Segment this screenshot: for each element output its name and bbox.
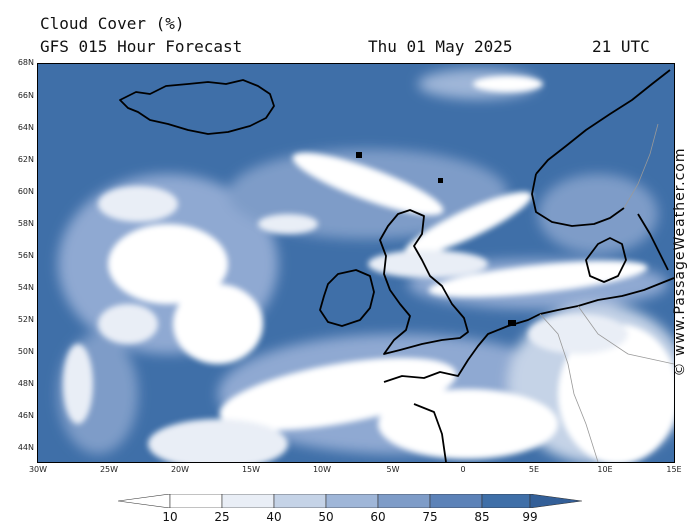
- chart-title: Cloud Cover (%): [40, 14, 185, 33]
- lon-label: 15E: [666, 465, 682, 474]
- forecast-label: GFS 015 Hour Forecast: [40, 37, 243, 56]
- legend-swatch: [325, 494, 379, 508]
- denmark-coast: [585, 237, 627, 283]
- lat-label: 46N: [17, 411, 34, 420]
- ireland-coast: [319, 269, 375, 327]
- lat-label-68n: 68N: [17, 58, 34, 67]
- legend-label: 75: [422, 510, 438, 524]
- lat-label: 66N: [17, 91, 34, 100]
- german-coast: [539, 277, 674, 315]
- legend-left-arrow: [118, 494, 171, 508]
- legend-label: 50: [318, 510, 334, 524]
- sweden-coast: [637, 213, 669, 271]
- britain-coast: [379, 209, 469, 355]
- iceland-coast: [119, 79, 275, 135]
- lon-label: 30W: [28, 465, 48, 474]
- legend-label: 10: [162, 510, 178, 524]
- lat-label: 50N: [17, 347, 34, 356]
- legend-label: 85: [474, 510, 490, 524]
- legend-swatch: [429, 494, 483, 508]
- forecast-date: Thu 01 May 2025: [368, 37, 513, 56]
- lon-label: 5W: [386, 465, 400, 474]
- lat-label: 54N: [17, 283, 34, 292]
- legend-swatch: [377, 494, 431, 508]
- lat-label: 58N: [17, 219, 34, 228]
- cloud-cover-map: [37, 63, 675, 463]
- lat-label: 56N: [17, 251, 34, 260]
- lat-label: 48N: [17, 379, 34, 388]
- lon-label: 25W: [99, 465, 119, 474]
- islands: [356, 152, 516, 326]
- legend-bar: [118, 494, 582, 508]
- lon-label: 0: [460, 465, 466, 474]
- norway-coast: [531, 69, 671, 227]
- legend-swatch: [221, 494, 275, 508]
- borders: [539, 123, 674, 462]
- forecast-time: 21 UTC: [592, 37, 650, 56]
- lon-label: 10W: [312, 465, 332, 474]
- lat-label: 60N: [17, 187, 34, 196]
- lat-label: 44N: [17, 443, 34, 452]
- legend-label: 25: [214, 510, 230, 524]
- lon-label: 5E: [528, 465, 540, 474]
- legend-label: 40: [266, 510, 282, 524]
- lat-label: 64N: [17, 123, 34, 132]
- legend-swatch: [481, 494, 531, 508]
- watermark: © www.PassageWeather.com: [672, 147, 688, 377]
- lon-label: 15W: [241, 465, 261, 474]
- legend-label: 60: [370, 510, 386, 524]
- lon-label: 20W: [170, 465, 190, 474]
- lat-label: 62N: [17, 155, 34, 164]
- legend-swatch: [169, 494, 223, 508]
- map-canvas: [58, 69, 674, 462]
- legend-label: 99: [522, 510, 538, 524]
- lat-label: 52N: [17, 315, 34, 324]
- legend-swatch: [273, 494, 327, 508]
- legend-right-arrow: [529, 494, 582, 508]
- lon-label: 10E: [597, 465, 613, 474]
